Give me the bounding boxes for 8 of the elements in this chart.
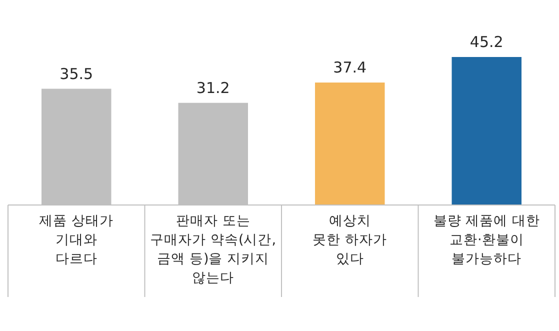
data-label: 31.2 xyxy=(196,78,230,97)
x-tick-label: 예상치 못한 하자가 있다 xyxy=(312,213,388,267)
data-label: 45.2 xyxy=(470,33,504,51)
x-tick-label: 불량 제품에 대한 교환·환불이 불가능하다 xyxy=(433,213,540,267)
x-tick-label: 판매자 또는 구매자가 약속(시간, 금액 등)을 지키지 않는다 xyxy=(150,213,276,286)
x-tick-label: 제품 상태가 기대와 다르다 xyxy=(39,213,114,267)
data-label: 37.4 xyxy=(333,58,367,77)
data-label: 35.5 xyxy=(60,64,94,83)
